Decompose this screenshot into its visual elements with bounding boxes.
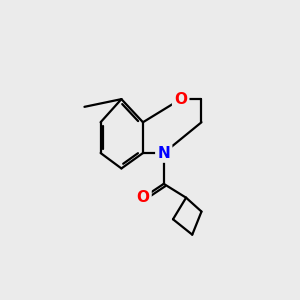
Text: O: O	[136, 190, 149, 205]
Text: O: O	[174, 92, 187, 106]
Text: N: N	[158, 146, 170, 160]
